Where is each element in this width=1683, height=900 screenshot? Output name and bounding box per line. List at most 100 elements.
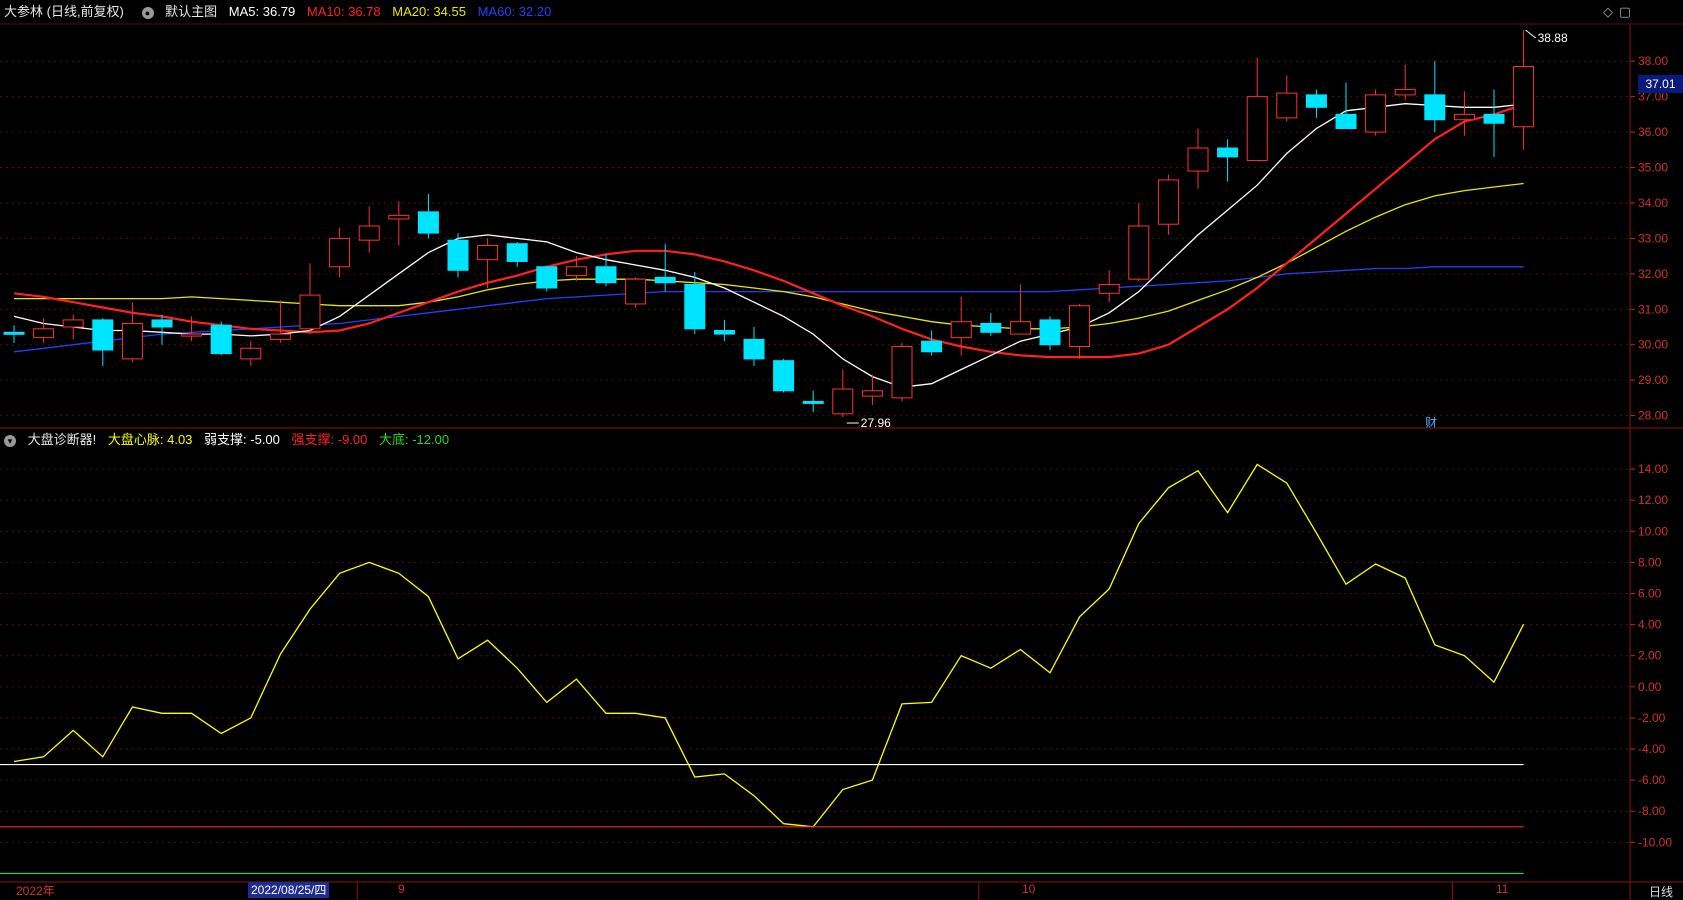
restore-icon[interactable]: ▢ — [1618, 4, 1631, 19]
candle-body-down — [921, 340, 943, 353]
candle-body-up — [1394, 89, 1416, 96]
candle-body-down — [506, 243, 528, 262]
current-price-tag: 37.01 — [1638, 75, 1683, 93]
candle-body-down — [654, 276, 676, 284]
candle-body-up — [329, 237, 351, 268]
month-10-label: 10 — [1022, 882, 1036, 896]
candle-body-down — [743, 338, 765, 360]
candle-body-up — [1246, 96, 1268, 161]
main-chart-header: 大参林 (日线,前复权) ● 默认主图 MA5: 36.79 MA10: 36.… — [4, 0, 559, 24]
candle-body-down — [773, 360, 795, 392]
ma10-label: MA10: 36.78 — [306, 4, 381, 19]
moving-average-lines — [13, 103, 1524, 388]
candle-body-down — [1039, 319, 1061, 346]
candle-body-down — [1305, 94, 1327, 108]
indicator-title[interactable]: 大盘诊断器! — [27, 432, 97, 447]
candle-body-up — [269, 333, 291, 340]
candle-body-up — [1009, 321, 1031, 335]
candle-body-down — [210, 324, 232, 355]
candle-body-down — [980, 322, 1002, 333]
candle-body-down — [1483, 113, 1505, 124]
candle-body-up — [625, 278, 647, 305]
candle-body-down — [417, 211, 439, 234]
year-label: 2022年 — [16, 884, 55, 898]
indicator-toggle-icon[interactable]: ▾ — [4, 434, 16, 447]
month-9-label: 9 — [398, 882, 405, 896]
candle-body-up — [358, 225, 380, 241]
indicator-tick-label: 4.00 — [1638, 618, 1662, 632]
candle-body-down — [1217, 147, 1239, 158]
candle-body-up — [299, 294, 321, 330]
candle-body-up — [565, 266, 587, 277]
high-price-annotation: 38.88 — [1538, 31, 1568, 45]
strong-support-label: 强支撑: -9.00 — [291, 432, 368, 447]
candle-body-up — [1187, 147, 1209, 172]
cursor-date-label: 2022/08/25/四 — [248, 882, 330, 898]
price-tick-label: 33.00 — [1638, 231, 1668, 245]
bottom-label: 大底: -12.00 — [379, 432, 450, 447]
price-tick-label: 30.00 — [1638, 338, 1668, 352]
price-tick-label: 31.00 — [1638, 302, 1668, 316]
settings-circle-icon[interactable]: ● — [141, 6, 154, 19]
ma5-label: MA5: 36.79 — [228, 4, 296, 19]
candle-body-up — [181, 333, 203, 337]
indicator-tick-label: 8.00 — [1638, 555, 1662, 569]
candle-body-down — [3, 331, 25, 335]
ma10-line — [13, 103, 1524, 359]
candle-body-up — [33, 328, 55, 339]
candle-body-up — [388, 214, 410, 220]
price-tick-label: 37.00 — [1638, 90, 1668, 104]
ma20-line — [14, 182, 1524, 330]
indicator-tick-label: 10.00 — [1638, 524, 1668, 538]
candle-body-up — [1157, 179, 1179, 225]
indicator-grid: 14.00 12.00 10.00 8.00 6.00 4.00 2.00 0.00 -2.00… — [0, 462, 1672, 849]
diamond-icon[interactable]: ◇ — [1603, 4, 1613, 19]
indicator-tick-label: -6.00 — [1638, 773, 1666, 787]
candle-body-down — [802, 400, 824, 404]
candle-body-up — [477, 244, 499, 261]
ma20-label: MA20: 34.55 — [392, 4, 466, 19]
ma60-label: MA60: 32.20 — [477, 4, 552, 19]
candle-body-down — [1424, 94, 1446, 121]
price-grid: 38.00 37.00 36.00 35.00 34.00 33.00 32.00 31.00… — [0, 54, 1668, 423]
template-label[interactable]: 默认主图 — [165, 4, 218, 19]
price-tick-label: 36.00 — [1638, 125, 1668, 139]
high-annotation-pointer — [1525, 29, 1536, 39]
price-tick-label: 34.00 — [1638, 196, 1668, 210]
price-tick-label: 38.00 — [1638, 54, 1668, 68]
candle-body-down — [595, 266, 617, 284]
candle-body-down — [151, 319, 173, 328]
stock-title[interactable]: 大参林 (日线,前复权) — [4, 4, 124, 19]
finance-marker[interactable]: 财 — [1425, 416, 1437, 430]
indicator-tick-label: 12.00 — [1638, 493, 1668, 507]
indicator-header: ▾ 大盘诊断器! 大盘心脉: 4.03 弱支撑: -5.00 强支撑: -9.0… — [4, 428, 457, 452]
candle-body-up — [832, 388, 854, 415]
candle-body-down — [92, 319, 114, 351]
candle-body-up — [62, 319, 84, 328]
indicator-tick-label: 14.00 — [1638, 462, 1668, 476]
candle-body-up — [121, 322, 143, 360]
ma5-line — [13, 103, 1524, 388]
candle-body-down — [1335, 113, 1357, 130]
chart-annotations: 38.88 27.96 财 — [846, 29, 1568, 430]
candle-body-up — [240, 347, 262, 360]
low-price-annotation: 27.96 — [861, 416, 891, 430]
candle-body-down — [684, 283, 706, 330]
indicator-tick-label: -8.00 — [1638, 804, 1666, 818]
candle-body-up — [1128, 225, 1150, 280]
month-11-label: 11 — [1496, 882, 1509, 896]
candle-body-up — [861, 390, 883, 397]
price-tick-label: 28.00 — [1638, 409, 1668, 423]
oscillator-lines — [0, 463, 1525, 875]
candle-body-down — [447, 239, 469, 271]
period-label[interactable]: 日线 — [1648, 885, 1673, 899]
candle-body-down — [713, 330, 735, 335]
price-tick-label: 32.00 — [1638, 267, 1668, 281]
indicator-tick-label: 6.00 — [1638, 587, 1662, 601]
candle-body-down — [536, 266, 558, 289]
candle-body-up — [1513, 66, 1535, 128]
indicator-tick-label: 2.00 — [1638, 649, 1662, 663]
weak-support-label: 弱支撑: -5.00 — [204, 432, 280, 447]
candle-body-up — [1276, 92, 1298, 119]
